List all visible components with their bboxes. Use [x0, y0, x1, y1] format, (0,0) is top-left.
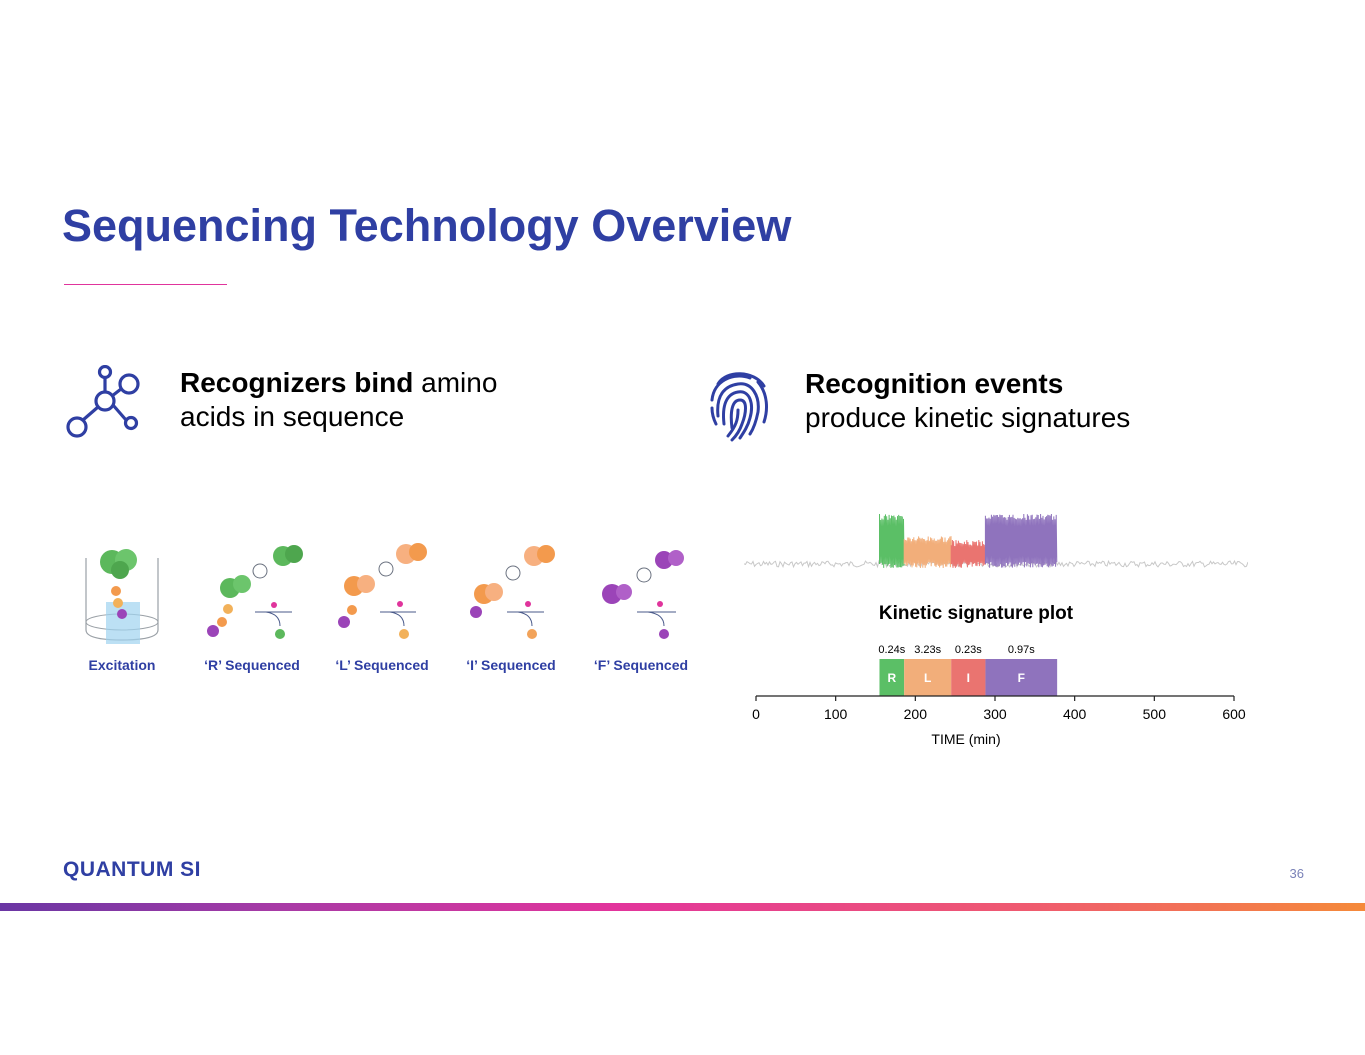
left-heading-bold: Recognizers bind: [180, 367, 414, 398]
chart-title: Kinetic signature plot: [879, 603, 1074, 624]
step-label-f: ‘F’ Sequenced: [593, 657, 689, 673]
duration-label-r: 0.24s: [878, 644, 905, 656]
page-title: Sequencing Technology Overview: [62, 200, 792, 251]
gradient-footer-bar: [0, 903, 1365, 911]
x-tick-label: 400: [1063, 706, 1087, 722]
left-heading-rest: amino: [413, 367, 498, 398]
duration-label-l: 3.23s: [914, 644, 941, 656]
x-axis-label: TIME (min): [931, 731, 1000, 747]
left-heading-line2: acids in sequence: [180, 401, 405, 432]
x-tick-label: 200: [904, 706, 928, 722]
trace-burst-f: [984, 513, 1058, 568]
right-heading-bold: Recognition events: [805, 368, 1064, 399]
f-sequenced-graphic: [602, 550, 684, 639]
duration-label-i: 0.23s: [955, 644, 982, 656]
l-sequenced-graphic: [338, 543, 427, 639]
quantum-si-logo: QUANTUM SI: [63, 858, 201, 881]
trace-burst-l: [903, 536, 953, 569]
trace-burst-i: [950, 539, 986, 568]
x-tick-label: 100: [824, 706, 848, 722]
right-heading: Recognition events produce kinetic signa…: [805, 367, 1130, 435]
right-heading-line2: produce kinetic signatures: [805, 402, 1131, 433]
segment-bar-l: [904, 659, 952, 696]
segment-bar-i: [951, 659, 986, 696]
kinetic-signature-chart: Kinetic signature plot R 0.24s L 3.23s I 0.23…: [752, 603, 1246, 747]
fingerprint-icon: [710, 372, 768, 442]
title-underline: [64, 284, 227, 285]
segment-bar-f: [985, 659, 1058, 696]
x-tick-label: 0: [752, 706, 760, 722]
step-label-excitation: Excitation: [88, 657, 156, 673]
raw-signal-trace: [744, 513, 1248, 569]
step-label-i: ‘I’ Sequenced: [466, 657, 556, 673]
segment-label-r: R: [887, 671, 896, 685]
segment-label-i: I: [967, 671, 970, 685]
segment-label-f: F: [1018, 671, 1025, 685]
segment-label-l: L: [924, 671, 931, 685]
x-tick-label: 300: [983, 706, 1007, 722]
trace-burst-r: [879, 513, 905, 568]
left-heading: Recognizers bind amino acids in sequence: [180, 366, 497, 434]
duration-label-f: 0.97s: [1008, 644, 1035, 656]
i-sequenced-graphic: [470, 545, 555, 639]
sequencing-steps-illustration: [85, 543, 684, 644]
x-tick-label: 600: [1222, 706, 1246, 722]
page-number: 36: [1289, 866, 1304, 881]
x-tick-label: 500: [1143, 706, 1167, 722]
step-label-l: ‘L’ Sequenced: [335, 657, 429, 673]
excitation-well-graphic: [85, 549, 159, 644]
r-sequenced-graphic: [207, 545, 303, 639]
step-label-r: ‘R’ Sequenced: [204, 657, 300, 673]
molecule-network-icon: [66, 365, 140, 438]
segment-bar-r: [879, 659, 905, 696]
